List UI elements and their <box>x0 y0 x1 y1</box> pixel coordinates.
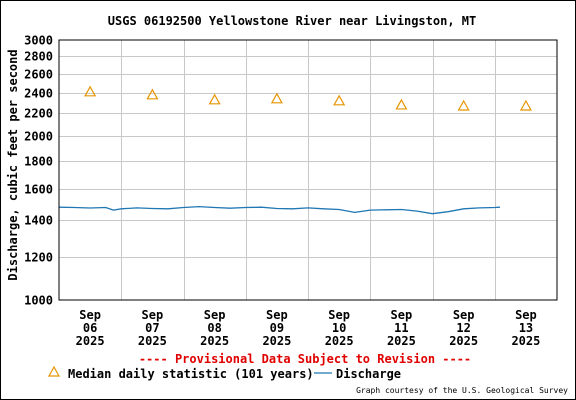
x-tick-label-day: 07 <box>145 321 159 335</box>
x-tick-label-month: Sep <box>391 308 413 322</box>
y-tick-label: 2400 <box>24 87 53 101</box>
y-tick-label: 2600 <box>24 68 53 82</box>
y-axis-label: Discharge, cubic feet per second <box>6 49 20 280</box>
courtesy-note: Graph courtesy of the U.S. Geological Su… <box>356 386 568 395</box>
x-tick-layer: Sep062025Sep072025Sep082025Sep092025Sep1… <box>76 308 541 348</box>
median-triangle-marker <box>146 88 159 100</box>
x-tick-label-month: Sep <box>79 308 101 322</box>
grid-layer <box>59 40 557 300</box>
legend-median-label: Median daily statistic (101 years) <box>68 367 314 381</box>
x-tick-label-day: 12 <box>456 321 470 335</box>
x-tick-label-year: 2025 <box>200 334 229 348</box>
x-tick-label-month: Sep <box>266 308 288 322</box>
median-triangle-marker <box>84 85 97 97</box>
x-tick-label-month: Sep <box>453 308 475 322</box>
median-triangle-marker <box>270 92 283 104</box>
y-tick-label: 3000 <box>24 34 53 48</box>
y-tick-label: 2000 <box>24 130 53 144</box>
x-tick-label-month: Sep <box>328 308 350 322</box>
median-triangle-marker <box>208 93 221 105</box>
x-tick-label-day: 10 <box>332 321 346 335</box>
plot-border <box>58 39 558 301</box>
median-triangle-marker <box>457 99 470 111</box>
x-tick-label-year: 2025 <box>138 334 167 348</box>
provisional-note: ---- Provisional Data Subject to Revisio… <box>139 352 471 366</box>
y-tick-label: 1400 <box>24 214 53 228</box>
x-tick-label-day: 08 <box>207 321 221 335</box>
discharge-line <box>58 205 501 215</box>
x-tick-label-month: Sep <box>142 308 164 322</box>
legend-discharge-label: Discharge <box>336 367 401 381</box>
y-tick-layer: 1000 1200 1400 1600 1800 2000 2200 2400 2600 2800… <box>24 34 53 308</box>
y-tick-label: 1800 <box>24 155 53 169</box>
x-tick-label-day: 09 <box>270 321 284 335</box>
x-tick-label-year: 2025 <box>387 334 416 348</box>
legend-median-triangle-marker <box>47 365 61 377</box>
median-triangle-marker <box>333 94 346 106</box>
series-layer <box>58 85 532 215</box>
x-tick-label-day: 06 <box>83 321 97 335</box>
y-tick-label: 1600 <box>24 183 53 197</box>
x-tick-label-year: 2025 <box>325 334 354 348</box>
x-tick-label-year: 2025 <box>511 334 540 348</box>
x-tick-label-month: Sep <box>515 308 537 322</box>
x-tick-label-day: 11 <box>394 321 408 335</box>
x-tick-label-year: 2025 <box>76 334 105 348</box>
x-tick-label-year: 2025 <box>449 334 478 348</box>
chart-title: USGS 06192500 Yellowstone River near Liv… <box>108 14 476 28</box>
median-triangle-marker <box>519 99 532 111</box>
y-tick-label: 1000 <box>24 294 53 308</box>
y-tick-label: 2200 <box>24 107 53 121</box>
median-triangle-marker <box>395 98 408 110</box>
x-tick-label-month: Sep <box>204 308 226 322</box>
y-tick-label: 1200 <box>24 251 53 265</box>
x-tick-label-year: 2025 <box>262 334 291 348</box>
x-tick-label-day: 13 <box>519 321 533 335</box>
y-tick-label: 2800 <box>24 50 53 64</box>
legend: Median daily statistic (101 years) Disch… <box>47 365 401 381</box>
